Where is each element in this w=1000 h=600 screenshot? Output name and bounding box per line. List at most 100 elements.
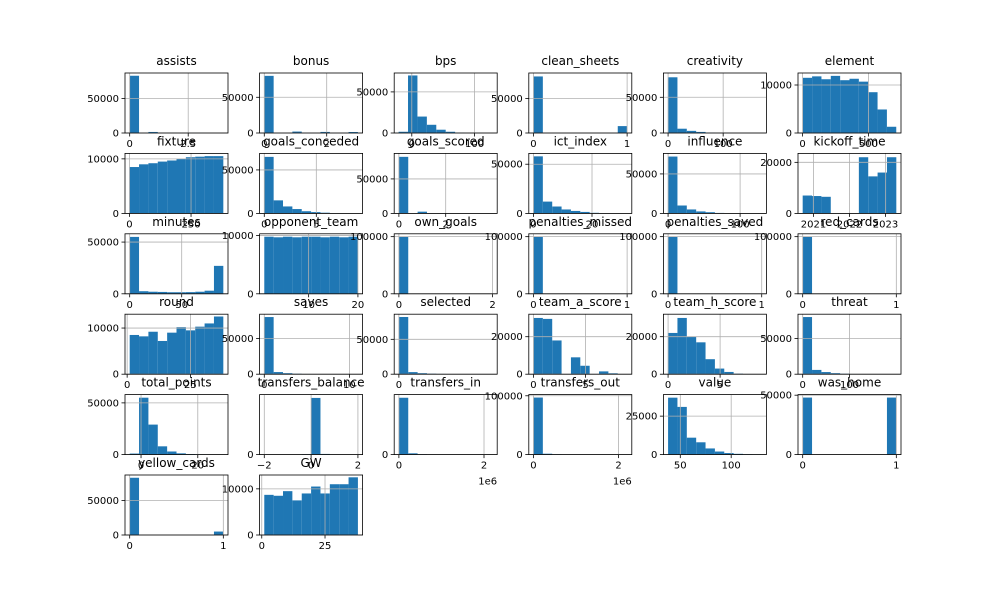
bar <box>668 332 678 375</box>
y-tick-label: 100000 <box>485 391 523 402</box>
axes-frame <box>528 72 633 134</box>
y-tick-label: 50000 <box>491 160 523 171</box>
bar <box>417 373 427 375</box>
x-tick-label: 0 <box>126 139 132 150</box>
bar <box>542 453 553 455</box>
bar <box>139 397 149 455</box>
y-tick-label: 0 <box>382 289 388 300</box>
bar <box>533 397 543 455</box>
x-tick-label: 2 <box>355 461 361 472</box>
subplot-title: transfers_balance <box>258 376 365 390</box>
x-tick-label: 25 <box>319 541 332 552</box>
axes-frame <box>663 152 767 214</box>
bar <box>802 77 813 133</box>
axes-frame <box>663 233 767 295</box>
y-tick-label: 50000 <box>87 496 119 507</box>
bar <box>329 484 340 535</box>
bar <box>283 236 293 294</box>
bar <box>802 397 813 455</box>
bar <box>283 373 293 375</box>
bar <box>157 161 168 214</box>
bar <box>185 157 196 214</box>
offset-label: 1e6 <box>478 477 497 488</box>
axes-frame <box>663 394 767 456</box>
subplot-title: ict_index <box>554 134 607 148</box>
bar <box>840 80 850 133</box>
y-tick-label: 0 <box>786 129 792 140</box>
x-tick-label: 0 <box>530 380 536 391</box>
y-tick-label: 10000 <box>222 231 254 242</box>
bar <box>677 128 687 133</box>
y-tick-label: 20000 <box>491 332 523 343</box>
y-tick-label: 10000 <box>222 484 254 495</box>
bar <box>398 316 409 375</box>
bar <box>264 236 274 294</box>
axes-frame <box>259 152 364 214</box>
y-tick-label: 0 <box>786 289 792 300</box>
bar <box>204 323 214 375</box>
y-tick-label: 0 <box>247 450 253 461</box>
y-tick-label: 10000 <box>87 154 119 165</box>
bar <box>398 131 409 133</box>
bar <box>195 291 205 294</box>
bar <box>204 290 214 294</box>
x-tick-label: 0 <box>261 219 267 230</box>
bar <box>686 336 697 375</box>
y-tick-label: 50000 <box>87 94 119 105</box>
bar <box>408 75 418 133</box>
bar <box>552 340 562 375</box>
x-tick-label: 1 <box>893 300 899 311</box>
bar <box>570 357 581 375</box>
y-tick-label: 0 <box>113 289 119 300</box>
x-tick-label: 0 <box>396 461 402 472</box>
bar <box>686 209 697 214</box>
subplot-title: penalties_saved <box>667 215 764 229</box>
subplot-title: red_cards <box>820 215 878 229</box>
x-tick-label: 0 <box>665 139 671 150</box>
subplot-title: creativity <box>687 54 743 68</box>
y-tick-label: 0 <box>651 370 657 381</box>
bar <box>185 292 196 294</box>
axes-frame <box>124 313 229 375</box>
bar <box>139 291 149 294</box>
bar <box>398 156 409 214</box>
bar <box>148 163 158 214</box>
bar <box>812 76 822 133</box>
bar <box>714 451 725 455</box>
axes-frame <box>259 474 364 536</box>
axes-frame <box>393 72 498 134</box>
bar <box>311 486 321 535</box>
bar <box>821 196 831 214</box>
bar <box>148 291 158 294</box>
axes-frame <box>663 72 767 134</box>
y-tick-label: 50000 <box>626 93 658 104</box>
bar <box>167 292 177 294</box>
subplot-title: element <box>825 54 875 68</box>
x-tick-label: 500 <box>859 139 878 150</box>
y-tick-label: 0 <box>382 370 388 381</box>
x-tick-label: 10 <box>343 380 356 391</box>
bar <box>417 211 427 214</box>
x-tick-label: 0 <box>126 541 132 552</box>
bar <box>129 236 140 294</box>
x-tick-label: 20 <box>352 300 365 311</box>
y-tick-label: 50000 <box>222 334 254 345</box>
y-tick-label: 0 <box>651 209 657 220</box>
y-tick-label: 0 <box>382 129 388 140</box>
bar <box>686 130 697 133</box>
bar <box>264 156 274 214</box>
x-tick-label: 0 <box>530 300 536 311</box>
y-tick-label: 0 <box>247 129 253 140</box>
bar <box>348 236 358 294</box>
x-tick-label: 0 <box>396 219 402 230</box>
bar <box>821 79 831 133</box>
bar <box>176 453 186 455</box>
bar <box>668 236 678 294</box>
bar <box>320 237 330 294</box>
bar <box>552 206 562 214</box>
y-tick-label: 100000 <box>754 232 792 243</box>
bar <box>264 75 274 133</box>
bar <box>696 131 706 133</box>
y-tick-label: 50000 <box>491 94 523 105</box>
bar <box>830 373 841 375</box>
